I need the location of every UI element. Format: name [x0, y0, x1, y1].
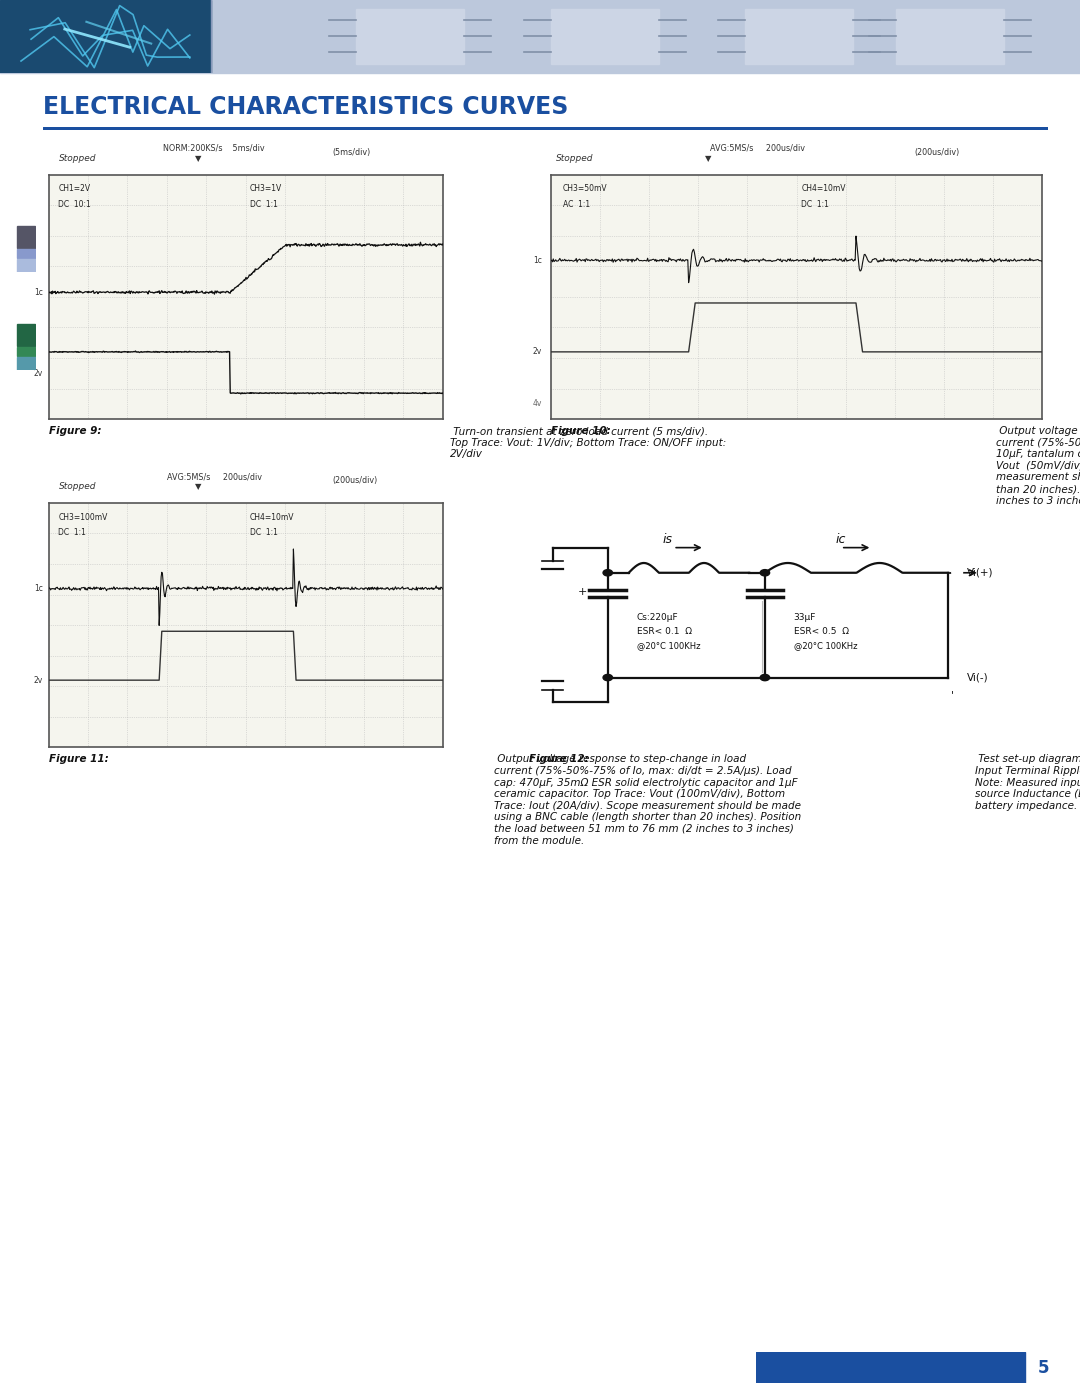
- Text: ▼: ▼: [195, 482, 202, 490]
- Text: 33μF: 33μF: [794, 613, 816, 622]
- Text: 5: 5: [1038, 1359, 1050, 1376]
- Text: DC  10:1: DC 10:1: [58, 200, 91, 208]
- Text: 1c: 1c: [33, 288, 43, 296]
- Circle shape: [951, 675, 962, 680]
- Text: CH3=50mV: CH3=50mV: [563, 184, 608, 193]
- Text: CH3=1V: CH3=1V: [249, 184, 282, 193]
- Bar: [356, 10, 464, 64]
- Text: Stopped: Stopped: [556, 154, 594, 162]
- Text: NORM:200KS/s    5ms/div: NORM:200KS/s 5ms/div: [163, 144, 265, 152]
- Text: DC  1:1: DC 1:1: [249, 528, 278, 536]
- Text: Vi(-): Vi(-): [967, 672, 988, 683]
- Bar: [0, 0, 211, 73]
- Text: AVG:5MS/s     200us/div: AVG:5MS/s 200us/div: [166, 472, 261, 481]
- Text: Test set-up diagram showing measurement points for
Input Terminal Ripple Current: Test set-up diagram showing measurement …: [974, 754, 1080, 810]
- Text: ESR< 0.1  Ω: ESR< 0.1 Ω: [636, 627, 691, 636]
- Text: DC  1:1: DC 1:1: [801, 200, 829, 208]
- Bar: [745, 10, 853, 64]
- Text: Output voltage response to step-change in load
current (75%-50%-75% of Io, max; : Output voltage response to step-change i…: [996, 426, 1080, 506]
- Circle shape: [760, 570, 770, 576]
- Text: Figure 11:: Figure 11:: [49, 754, 108, 764]
- Text: CH1=2V: CH1=2V: [58, 184, 91, 193]
- Text: Turn-on transient at zero load current (5 ms/div).
Top Trace: Vout: 1V/div; Bott: Turn-on transient at zero load current (…: [449, 426, 726, 460]
- Text: 2v: 2v: [33, 676, 43, 685]
- Circle shape: [603, 675, 612, 680]
- Text: 1c: 1c: [33, 584, 43, 592]
- Text: DC  1:1: DC 1:1: [249, 200, 278, 208]
- Bar: [17, 226, 35, 249]
- Text: Figure 9:: Figure 9:: [49, 426, 102, 436]
- Text: Figure 10:: Figure 10:: [551, 426, 610, 436]
- Text: ELECTRICAL CHARACTERISTICS CURVES: ELECTRICAL CHARACTERISTICS CURVES: [43, 95, 568, 119]
- Bar: [17, 356, 35, 370]
- Bar: [551, 10, 659, 64]
- Text: @20°C 100KHz: @20°C 100KHz: [794, 641, 858, 650]
- Text: Cs:220μF: Cs:220μF: [636, 613, 678, 622]
- Text: ▼: ▼: [195, 154, 202, 162]
- Text: 1c: 1c: [534, 256, 542, 264]
- Text: DC  1:1: DC 1:1: [58, 528, 86, 536]
- Circle shape: [603, 570, 612, 576]
- Bar: [17, 346, 35, 355]
- Text: CH3=100mV: CH3=100mV: [58, 513, 108, 521]
- Text: AC  1:1: AC 1:1: [563, 200, 590, 208]
- Text: CH4=10mV: CH4=10mV: [801, 184, 846, 193]
- Bar: [17, 258, 35, 272]
- Text: ESR< 0.5  Ω: ESR< 0.5 Ω: [794, 627, 849, 636]
- Text: 2v: 2v: [532, 348, 542, 356]
- Text: AVG:5MS/s     200us/div: AVG:5MS/s 200us/div: [710, 144, 805, 152]
- Circle shape: [951, 570, 962, 576]
- Bar: [896, 10, 1004, 64]
- Text: CH4=10mV: CH4=10mV: [249, 513, 294, 521]
- Text: Stopped: Stopped: [59, 482, 97, 490]
- Text: is: is: [663, 534, 673, 546]
- Text: @20°C 100KHz: @20°C 100KHz: [636, 641, 700, 650]
- Text: Output voltage response to step-change in load
current (75%-50%-75% of Io, max: : Output voltage response to step-change i…: [494, 754, 801, 845]
- Bar: [756, 1352, 1025, 1383]
- Text: Stopped: Stopped: [59, 154, 97, 162]
- Text: (200us/div): (200us/div): [915, 148, 960, 156]
- Text: ': ': [950, 690, 954, 700]
- Bar: [17, 324, 35, 345]
- Text: 4v: 4v: [532, 400, 542, 408]
- Text: (200us/div): (200us/div): [333, 476, 378, 485]
- Text: (5ms/div): (5ms/div): [333, 148, 370, 156]
- Circle shape: [760, 675, 770, 680]
- Text: Figure 12:: Figure 12:: [529, 754, 589, 764]
- Bar: [17, 249, 35, 258]
- Text: Vi(+): Vi(+): [967, 567, 994, 578]
- Text: ▼: ▼: [705, 154, 712, 162]
- Text: ic: ic: [836, 534, 846, 546]
- Text: 2v: 2v: [33, 369, 43, 377]
- Text: +: +: [578, 587, 588, 597]
